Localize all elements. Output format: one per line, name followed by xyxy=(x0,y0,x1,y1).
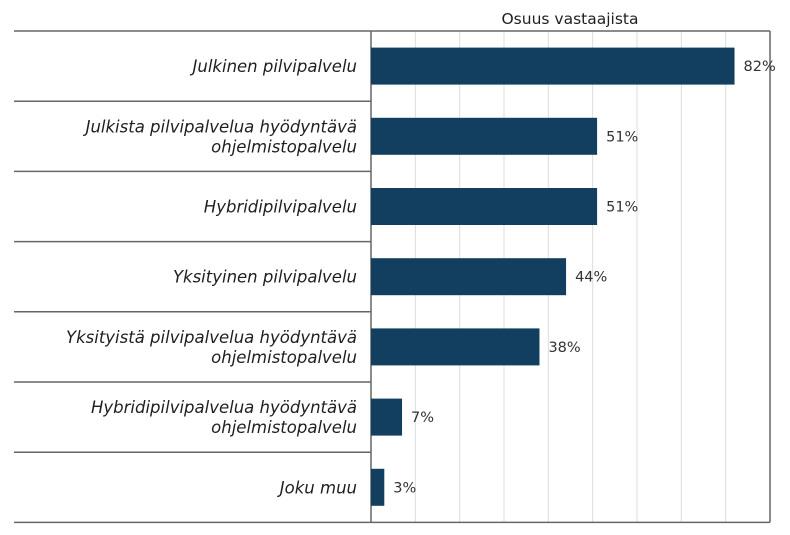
category-label: Yksityinen pilvipalvelu xyxy=(173,268,357,287)
category-label: Hybridipilvipalvelua hyödyntävä ohjelmist… xyxy=(91,398,357,437)
value-label: 82% xyxy=(744,59,776,75)
value-labels: 82% 51% 51% 44% 38% 7% 3% xyxy=(393,59,775,496)
category-label: Julkinen pilvipalvelu xyxy=(190,57,357,76)
bars xyxy=(371,47,735,506)
bar xyxy=(371,328,540,366)
chart-title: Osuus vastaajista xyxy=(501,10,638,28)
bar xyxy=(371,258,567,296)
bar xyxy=(371,188,598,225)
value-label: 7% xyxy=(411,410,434,426)
value-label: 51% xyxy=(606,129,638,145)
category-label: Yksityistä pilvipalvelua hyödyntävä ohjel… xyxy=(66,328,357,367)
category-label: Julkista pilvipalvelua hyödyntävä ohjelmi… xyxy=(83,117,357,156)
bar xyxy=(371,398,403,436)
category-labels: Julkinen pilvipalvelu Julkista pilvipalve… xyxy=(66,57,357,497)
value-label: 51% xyxy=(606,200,638,216)
category-label: Hybridipilvipalvelu xyxy=(204,198,357,217)
bar xyxy=(371,47,735,85)
category-label: Joku muu xyxy=(277,478,357,497)
bar xyxy=(371,117,598,155)
bar xyxy=(371,468,385,506)
value-label: 38% xyxy=(548,340,580,356)
value-label: 3% xyxy=(393,480,416,496)
value-label: 44% xyxy=(575,270,607,286)
